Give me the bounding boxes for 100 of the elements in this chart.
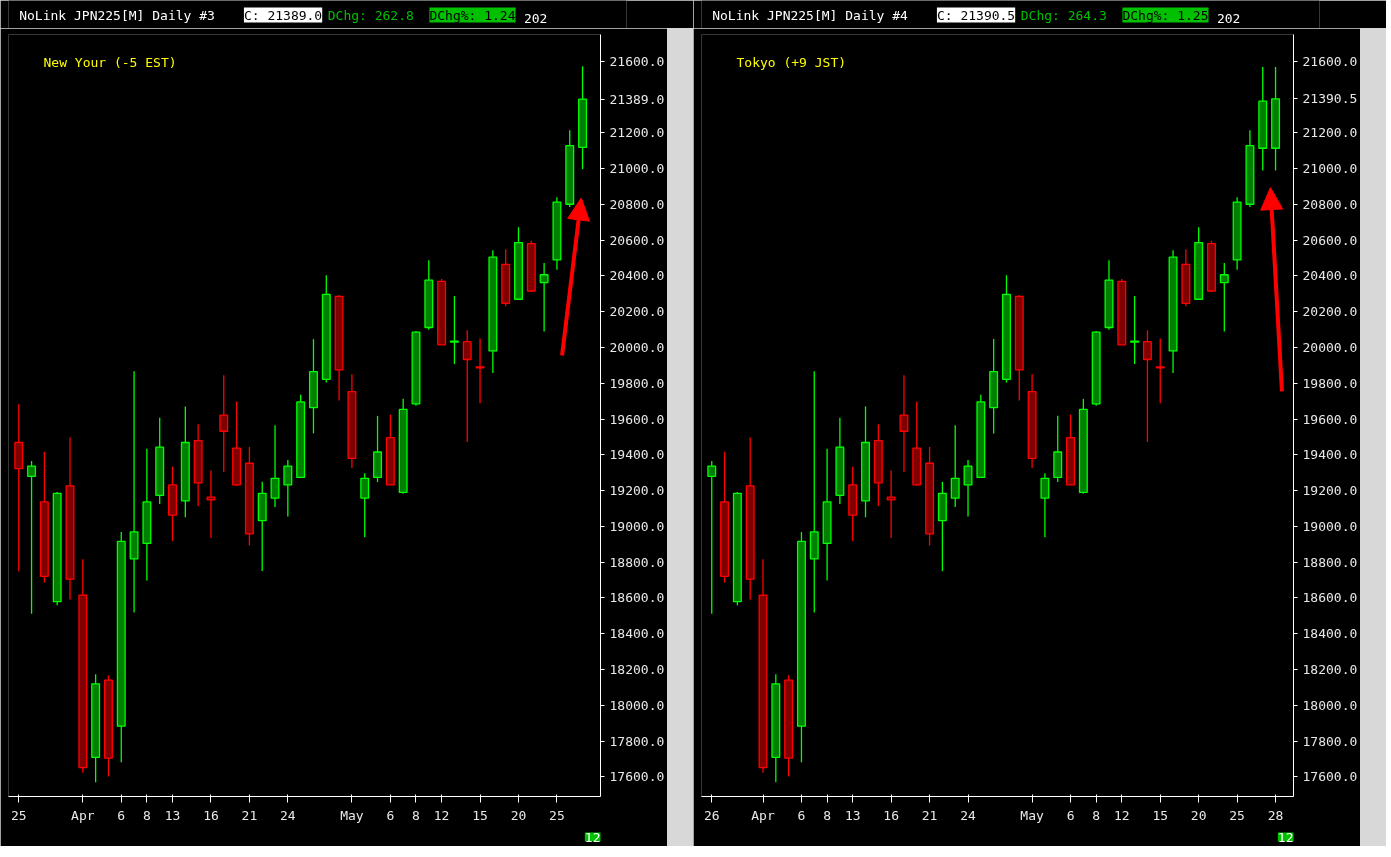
candlestick <box>809 370 819 614</box>
y-tick-label: 20400.0 <box>609 268 665 284</box>
x-tick-label: 6 <box>1066 807 1075 823</box>
text: 202 <box>523 10 548 26</box>
y-tick-label: 20600.0 <box>609 232 665 248</box>
y-tick-label: 18200.0 <box>1302 662 1358 677</box>
x-tick-label: 6 <box>797 807 806 823</box>
x-tick-label: 12 <box>433 807 450 823</box>
y-tick-label: 17600.0 <box>609 769 665 785</box>
y-tick-label: 20000.0 <box>609 340 665 356</box>
candlestick <box>283 459 293 518</box>
candlestick <box>475 337 485 404</box>
x-tick-label: 13 <box>164 807 181 823</box>
y-tick-label: 20200.0 <box>609 304 665 320</box>
candlestick <box>1040 472 1050 538</box>
candlestick <box>950 424 960 508</box>
annotation: New Your (-5 EST) <box>43 54 177 70</box>
x-tick-label: 25 <box>1229 807 1245 823</box>
x-tick-label: 16 <box>203 807 219 823</box>
candlestick <box>219 374 229 473</box>
y-tick-label: 21600.0 <box>1302 53 1358 69</box>
y-tick-label: 18400.0 <box>609 626 665 642</box>
x-tick-label: 6 <box>117 807 126 823</box>
candlestick <box>707 460 717 615</box>
y-tick-label: 21000.0 <box>609 161 665 177</box>
candlestick <box>360 472 370 538</box>
candlestick <box>462 329 472 443</box>
candlestick <box>206 469 216 539</box>
chart-title: NoLink JPN225[M] Daily #3 <box>19 7 215 23</box>
y-tick-label: 18600.0 <box>609 590 665 606</box>
y-tick-label: 21389.0 <box>609 91 665 107</box>
y-tick-label: 21200.0 <box>1302 125 1358 141</box>
y-tick-label: 19800.0 <box>609 375 665 391</box>
text: C: 21389.0 <box>243 7 323 23</box>
y-tick-label: 20800.0 <box>609 196 665 212</box>
text: DChg: 264.3 <box>1020 7 1107 23</box>
x-tick-label: 28 <box>1267 807 1284 823</box>
y-tick-label: 20400.0 <box>1302 268 1358 284</box>
x-tick-label: Apr <box>751 807 775 823</box>
x-tick-label: 25 <box>549 807 565 823</box>
y-tick-label: 18000.0 <box>609 697 665 713</box>
candlestick <box>899 374 909 473</box>
y-tick-label: 19000.0 <box>609 518 665 534</box>
y-tick-label: 19400.0 <box>1302 447 1358 463</box>
y-tick-label: 19200.0 <box>1302 483 1358 499</box>
candlestick <box>539 262 549 333</box>
candlestick <box>27 460 37 615</box>
candlestick <box>1142 329 1152 443</box>
x-tick-label: May <box>1020 807 1045 823</box>
x-tick-label: May <box>340 807 364 823</box>
text: C: 21390.5 <box>936 7 1016 23</box>
y-tick-label: 20200.0 <box>1302 304 1358 320</box>
x-tick-label: 15 <box>1152 807 1169 823</box>
y-tick-label: 19600.0 <box>1302 411 1358 427</box>
x-tick-label: 24 <box>960 807 977 823</box>
y-tick-label: 19600.0 <box>609 411 665 427</box>
x-tick-label: 24 <box>280 807 296 823</box>
x-tick-label: 6 <box>386 807 395 823</box>
text: 12 <box>1277 829 1294 845</box>
text: DChg%: 1.24 <box>429 7 516 23</box>
candlestick <box>1219 262 1229 333</box>
text: 202 <box>1216 10 1241 26</box>
x-tick-label: 8 <box>412 807 420 823</box>
x-tick-label: 26 <box>703 807 720 823</box>
y-tick-label: 18400.0 <box>1302 626 1358 642</box>
y-tick-label: 19800.0 <box>1302 375 1358 391</box>
y-tick-label: 18000.0 <box>1302 697 1358 713</box>
x-tick-label: 25 <box>10 807 27 823</box>
x-tick-label: 13 <box>844 807 861 823</box>
y-tick-label: 21000.0 <box>1302 161 1358 177</box>
y-tick-label: 19400.0 <box>609 447 665 463</box>
candlestick <box>963 459 973 518</box>
y-tick-label: 18800.0 <box>609 554 665 570</box>
y-tick-label: 18600.0 <box>1302 590 1358 606</box>
candlestick <box>1155 337 1165 404</box>
x-tick-label: Apr <box>71 807 95 823</box>
x-tick-label: 16 <box>883 807 899 823</box>
y-tick-label: 21390.5 <box>1302 91 1358 107</box>
x-tick-label: 21 <box>921 807 938 823</box>
candlestick <box>449 295 459 365</box>
y-tick-label: 21200.0 <box>609 125 665 141</box>
y-tick-label: 21600.0 <box>609 53 665 69</box>
x-tick-label: 8 <box>142 807 151 823</box>
y-tick-label: 20000.0 <box>1302 340 1358 356</box>
y-tick-label: 20800.0 <box>1302 196 1358 212</box>
x-tick-label: 8 <box>823 807 831 823</box>
text: 12 <box>584 829 601 845</box>
y-tick-label: 19000.0 <box>1302 518 1358 534</box>
y-tick-label: 20600.0 <box>1302 232 1358 248</box>
y-tick-label: 17800.0 <box>1302 733 1358 749</box>
x-tick-label: 21 <box>241 807 258 823</box>
x-tick-label: 20 <box>510 807 527 823</box>
candlestick <box>270 424 280 508</box>
y-tick-label: 19200.0 <box>609 483 665 499</box>
x-tick-label: 20 <box>1190 807 1207 823</box>
y-tick-label: 17800.0 <box>609 733 665 749</box>
text: DChg%: 1.25 <box>1122 7 1209 23</box>
chart-title: NoLink JPN225[M] Daily #4 <box>712 7 909 23</box>
x-tick-label: 12 <box>1113 807 1130 823</box>
candlestick <box>129 370 139 614</box>
